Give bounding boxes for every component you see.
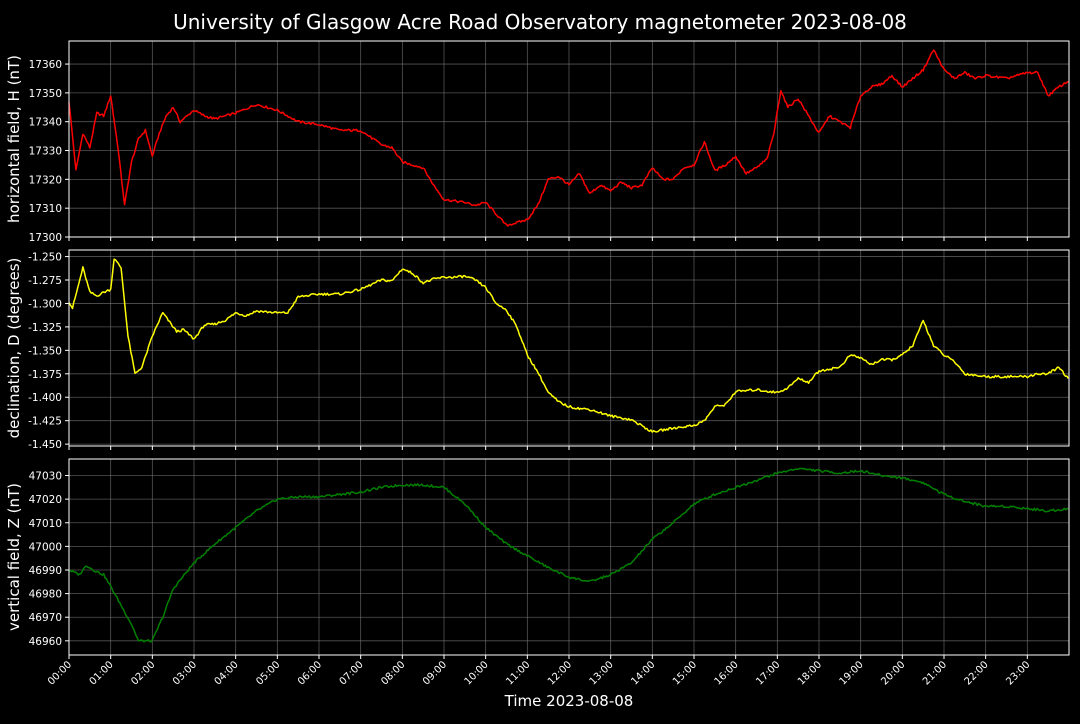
series-line-3 bbox=[68, 467, 1069, 643]
panel-frame bbox=[68, 249, 1070, 447]
y-tick-label: -1.350 bbox=[28, 345, 62, 357]
panel-frame bbox=[68, 40, 1070, 238]
y-tick-label: 46990 bbox=[29, 565, 62, 577]
y-tick-label: 46980 bbox=[29, 589, 62, 601]
y-tick-label: 46970 bbox=[29, 612, 62, 624]
y-tick-label: -1.375 bbox=[28, 369, 62, 381]
y-tick-label: 17300 bbox=[29, 232, 62, 244]
y-tick-label: 47000 bbox=[29, 541, 62, 553]
x-axis-label: Time 2023-08-08 bbox=[504, 692, 634, 710]
y-tick-label: 17310 bbox=[29, 203, 62, 215]
y-tick-label: -1.325 bbox=[28, 322, 62, 334]
panel-frame bbox=[68, 458, 1070, 656]
y-tick-label: 46960 bbox=[29, 636, 62, 648]
y-axis-label: declination, D (degrees) bbox=[5, 258, 23, 439]
panel-2: -1.450 -1.425 -1.400 -1.375 -1.350 -1.325 -1.3… bbox=[5, 249, 1070, 451]
y-tick-label: 17330 bbox=[29, 146, 62, 158]
y-tick-label: -1.300 bbox=[28, 298, 62, 310]
y-tick-label: -1.425 bbox=[28, 416, 62, 428]
y-tick-label: 47030 bbox=[29, 471, 62, 483]
series-line-1 bbox=[68, 49, 1069, 227]
chart-title: University of Glasgow Acre Road Observat… bbox=[173, 10, 907, 34]
y-tick-label: 47010 bbox=[29, 518, 62, 530]
y-tick-label: -1.400 bbox=[28, 392, 62, 404]
y-tick-label: 17360 bbox=[29, 59, 62, 71]
y-axis-label: vertical field, Z (nT) bbox=[5, 483, 23, 631]
y-axis-label: horizontal field, H (nT) bbox=[5, 55, 23, 223]
y-tick-label: 17340 bbox=[29, 117, 62, 129]
y-tick-label: 17350 bbox=[29, 88, 62, 100]
panels-layer: 17300 17310 17320 17330 17340 17350 17360 horiz… bbox=[5, 40, 1070, 688]
y-tick-label: -1.450 bbox=[28, 439, 62, 451]
y-tick-label: 47020 bbox=[29, 494, 62, 506]
panel-1: 17300 17310 17320 17330 17340 17350 17360 horiz… bbox=[5, 40, 1070, 244]
y-tick-label: 17320 bbox=[29, 174, 62, 186]
y-tick-label: -1.250 bbox=[28, 252, 62, 264]
y-tick-label: -1.275 bbox=[28, 275, 62, 287]
series-line-2 bbox=[68, 258, 1069, 433]
